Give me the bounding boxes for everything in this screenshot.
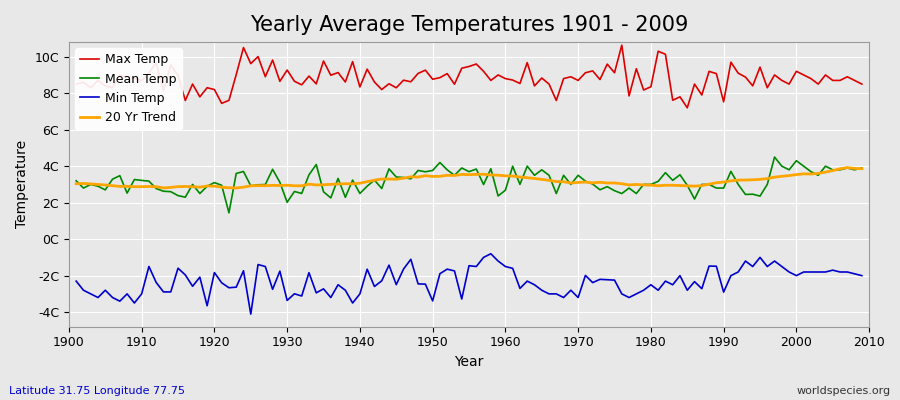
Min Temp bbox=[340, 288, 351, 293]
Min Temp bbox=[485, 251, 496, 256]
Mean Temp bbox=[340, 195, 351, 200]
20 Yr Trend bbox=[842, 165, 852, 170]
20 Yr Trend bbox=[500, 174, 511, 178]
20 Yr Trend bbox=[595, 180, 606, 185]
Max Temp bbox=[500, 76, 511, 81]
Max Temp bbox=[857, 82, 868, 86]
Max Temp bbox=[289, 79, 300, 84]
Text: worldspecies.org: worldspecies.org bbox=[796, 386, 891, 396]
Max Temp bbox=[129, 76, 140, 81]
Y-axis label: Temperature: Temperature bbox=[15, 140, 29, 228]
Min Temp bbox=[246, 312, 256, 316]
Title: Yearly Average Temperatures 1901 - 2009: Yearly Average Temperatures 1901 - 2009 bbox=[250, 15, 688, 35]
Min Temp bbox=[129, 301, 140, 306]
20 Yr Trend bbox=[340, 181, 351, 186]
Min Temp bbox=[857, 273, 868, 278]
Legend: Max Temp, Mean Temp, Min Temp, 20 Yr Trend: Max Temp, Mean Temp, Min Temp, 20 Yr Tre… bbox=[76, 48, 182, 129]
Max Temp bbox=[616, 43, 627, 48]
Mean Temp bbox=[129, 177, 140, 182]
Mean Temp bbox=[296, 191, 307, 196]
20 Yr Trend bbox=[508, 174, 518, 178]
Mean Temp bbox=[71, 178, 82, 183]
Mean Temp bbox=[223, 210, 234, 215]
Line: 20 Yr Trend: 20 Yr Trend bbox=[76, 168, 862, 188]
20 Yr Trend bbox=[129, 184, 140, 189]
20 Yr Trend bbox=[71, 181, 82, 186]
Max Temp bbox=[682, 105, 693, 110]
20 Yr Trend bbox=[857, 166, 868, 171]
Max Temp bbox=[588, 68, 598, 73]
Min Temp bbox=[508, 266, 518, 271]
Line: Mean Temp: Mean Temp bbox=[76, 157, 862, 213]
Min Temp bbox=[602, 277, 613, 282]
Max Temp bbox=[492, 72, 503, 77]
20 Yr Trend bbox=[296, 184, 307, 188]
Mean Temp bbox=[857, 166, 868, 170]
Mean Temp bbox=[770, 155, 780, 160]
Min Temp bbox=[71, 279, 82, 284]
Max Temp bbox=[71, 82, 82, 86]
Mean Temp bbox=[500, 188, 511, 193]
Line: Min Temp: Min Temp bbox=[76, 254, 862, 314]
X-axis label: Year: Year bbox=[454, 355, 483, 369]
Min Temp bbox=[296, 294, 307, 298]
Max Temp bbox=[333, 70, 344, 75]
Min Temp bbox=[515, 286, 526, 291]
Line: Max Temp: Max Temp bbox=[76, 45, 862, 108]
Mean Temp bbox=[595, 187, 606, 192]
20 Yr Trend bbox=[230, 186, 241, 190]
Mean Temp bbox=[508, 164, 518, 168]
Text: Latitude 31.75 Longitude 77.75: Latitude 31.75 Longitude 77.75 bbox=[9, 386, 185, 396]
